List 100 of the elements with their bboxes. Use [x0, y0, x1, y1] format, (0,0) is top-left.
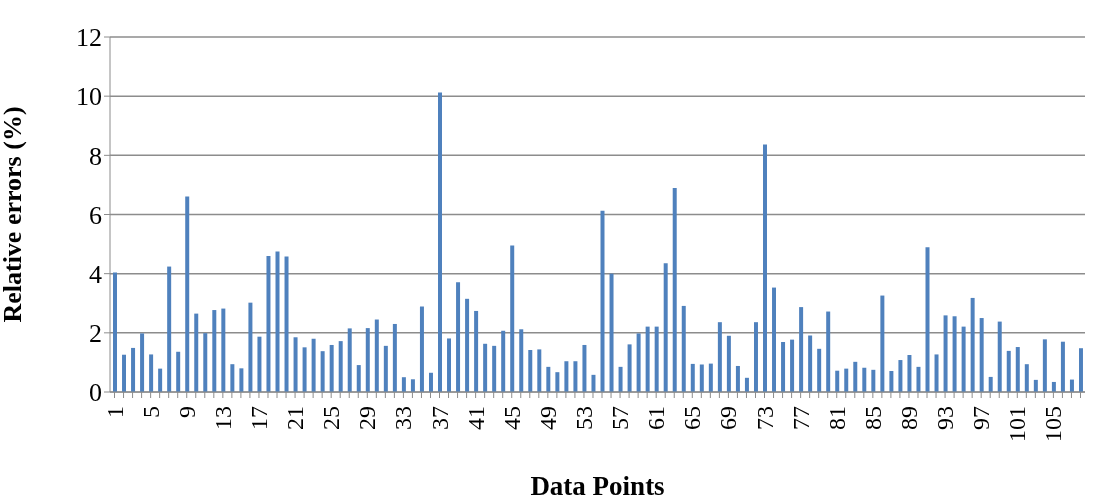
bar: [122, 354, 127, 392]
bar: [627, 344, 632, 392]
bar: [645, 326, 650, 392]
x-tick-label: 93: [932, 406, 959, 430]
bar: [672, 187, 677, 392]
x-tick-label: 49: [534, 406, 561, 430]
bar: [735, 365, 740, 392]
x-tick-label: 81: [823, 406, 850, 430]
bar: [266, 255, 271, 392]
bar: [311, 338, 316, 392]
bar: [772, 287, 777, 392]
bar: [465, 298, 470, 392]
bar: [708, 363, 713, 392]
x-tick-label: 57: [607, 406, 634, 430]
bar: [717, 322, 722, 392]
bar: [636, 333, 641, 392]
bar: [546, 366, 551, 392]
bar: [356, 365, 361, 392]
bar: [753, 322, 758, 392]
bar: [555, 372, 560, 392]
bar: [817, 348, 822, 392]
bar: [167, 266, 172, 392]
x-tick-label: 33: [390, 406, 417, 430]
bar: [185, 196, 190, 392]
bar: [1015, 347, 1020, 392]
x-tick-label: 25: [318, 406, 345, 430]
x-tick-label: 65: [679, 406, 706, 430]
bar: [410, 379, 415, 392]
bar: [988, 376, 993, 392]
bar: [699, 364, 704, 392]
bar: [654, 326, 659, 392]
bar: [997, 321, 1002, 392]
y-tick-label: 8: [89, 141, 102, 171]
bar: [1033, 379, 1038, 392]
x-tick-label: 73: [751, 406, 778, 430]
x-tick-label: 29: [354, 406, 381, 430]
bar: [916, 366, 921, 392]
x-tick-label: 21: [282, 406, 309, 430]
bar: [591, 374, 596, 392]
x-tick-label: 69: [715, 406, 742, 430]
bar: [438, 92, 442, 392]
bar: [528, 349, 533, 392]
bar: [293, 337, 298, 392]
bar: [1051, 381, 1056, 392]
bar: [176, 351, 181, 392]
bar: [898, 360, 903, 392]
x-tick-label: 45: [498, 406, 525, 430]
y-tick-label: 6: [89, 200, 102, 230]
bar: [835, 370, 840, 392]
x-tick-label: 105: [1040, 406, 1067, 442]
bar: [862, 367, 867, 392]
bar: [284, 256, 289, 392]
bar: [392, 323, 397, 392]
bar: [681, 305, 686, 392]
bar: [131, 347, 136, 392]
bar: [600, 210, 605, 392]
bar: [934, 354, 939, 392]
bar: [889, 371, 894, 392]
y-tick-label: 0: [89, 378, 102, 408]
x-tick-label: 77: [787, 406, 814, 430]
bar: [483, 343, 488, 392]
y-tick-label: 12: [76, 23, 102, 53]
bar: [925, 247, 930, 392]
bar: [140, 333, 145, 392]
bar: [320, 351, 325, 392]
bar: [194, 313, 199, 392]
x-tick-label: 89: [895, 406, 922, 430]
bar: [726, 335, 731, 392]
bar: [230, 364, 235, 392]
bar: [347, 328, 352, 392]
bar: [1078, 348, 1083, 392]
bar: [474, 310, 479, 392]
bar: [1060, 341, 1065, 392]
bar: [1024, 364, 1029, 392]
bar: [970, 297, 975, 392]
bar: [428, 372, 433, 392]
x-tick-label: 41: [462, 406, 489, 430]
x-tick-label: 97: [968, 406, 995, 430]
x-tick-label: 85: [859, 406, 886, 430]
bar: [781, 342, 786, 392]
x-axis-title: Data Points: [530, 471, 665, 497]
bar: [113, 272, 117, 392]
bar: [492, 345, 497, 392]
bar: [799, 307, 804, 392]
y-axis-title: Relative errors (%): [0, 106, 28, 323]
bar: [826, 311, 831, 392]
bar: [808, 335, 813, 392]
bar: [943, 315, 948, 392]
x-tick-label: 53: [570, 406, 597, 430]
bar: [961, 326, 966, 392]
bar: [790, 339, 795, 392]
bar: [880, 295, 885, 392]
x-tick-label: 9: [173, 406, 200, 418]
x-tick-label: 5: [137, 406, 164, 418]
x-tick-label: 101: [1004, 406, 1031, 442]
bar: [239, 368, 244, 392]
bar: [374, 319, 379, 392]
bar: [149, 354, 154, 392]
bar: [582, 344, 587, 392]
bar: [519, 329, 524, 392]
